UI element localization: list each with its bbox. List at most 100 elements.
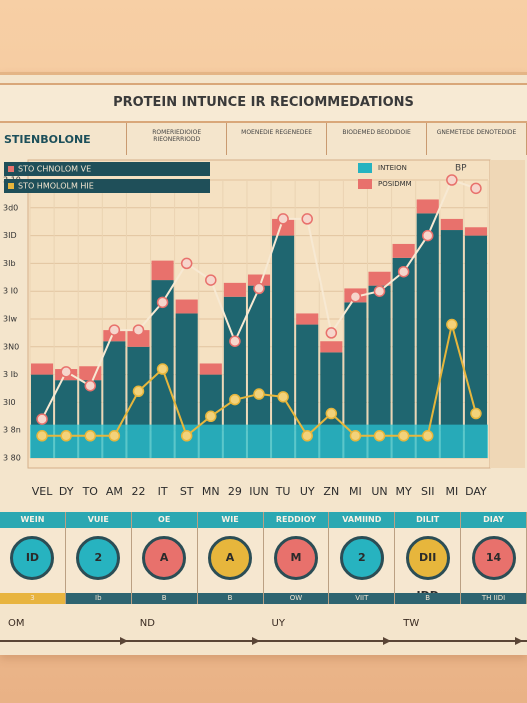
line-marker — [156, 363, 169, 375]
bar-segment — [440, 230, 463, 458]
line-marker — [132, 385, 145, 398]
bar-segment — [440, 218, 463, 231]
card-value: A — [142, 536, 187, 580]
column-label: STIENBOLONE — [0, 123, 128, 155]
card-footer: VIIT — [329, 593, 395, 604]
line-marker — [108, 430, 121, 442]
bar-segment — [272, 235, 295, 458]
card-header: WEIN — [0, 512, 65, 528]
bar-segment — [223, 282, 246, 297]
y-tick-label: 3 8n — [3, 426, 21, 435]
bar-segment — [368, 285, 391, 458]
bar-segment — [368, 271, 391, 286]
bar-segment — [272, 218, 295, 236]
bar-segment — [247, 274, 271, 286]
bar-segment — [320, 341, 343, 353]
x-tick-label: DAY — [465, 485, 487, 498]
bar-segment — [151, 260, 174, 281]
line-marker — [397, 430, 410, 442]
note: BP — [455, 164, 467, 174]
legend-label: STO CHNOLOM VE — [18, 165, 91, 174]
legend-label: POSIDMM — [378, 180, 412, 188]
card-footer: TH IIDI — [461, 593, 526, 604]
line-marker — [277, 213, 289, 225]
bar-segment — [127, 330, 150, 347]
bar-segment — [344, 302, 367, 458]
x-tick-label: DY — [59, 485, 74, 498]
line-marker — [180, 430, 193, 442]
card-header: VUIE — [65, 512, 131, 528]
y-tick-label: 3 Ib — [3, 370, 18, 379]
x-tick-label: VEL — [32, 485, 53, 498]
bar-segment — [464, 235, 487, 458]
x-tick-label: MY — [396, 485, 412, 498]
bar-segment — [247, 285, 271, 458]
card: VUIE 2 Ib — [65, 512, 132, 604]
card-header: VAMIIND — [329, 512, 395, 528]
line-marker — [446, 174, 458, 186]
legend-swatch — [358, 163, 372, 173]
bar-segment — [296, 313, 319, 325]
legend-label: STO HMOLOLM HIE — [18, 182, 94, 191]
card-value: 14 — [471, 536, 516, 580]
y-tick-label: 3d0 — [3, 203, 18, 212]
card: VAMIIND 2 VIIT — [329, 512, 396, 604]
x-tick-label: UN — [371, 485, 387, 498]
card: DIAY 14 TH IIDI — [461, 512, 527, 604]
card-footer: B — [131, 593, 197, 604]
y-tick-label: 3 I0 — [3, 287, 18, 296]
line-marker — [253, 388, 265, 400]
legend-box — [4, 162, 210, 176]
line-marker — [253, 282, 265, 295]
cards: WEIN ID 3 VUIE 2 Ib OE A B WIE A B REDDIOY M OW VAMIIND… — [0, 512, 527, 604]
legend-label: INTEION — [378, 164, 407, 172]
line-marker — [421, 430, 434, 442]
line-marker — [229, 335, 241, 347]
y-tick-label: 3Iw — [3, 315, 17, 324]
card-header: DILIT — [395, 512, 461, 528]
line-marker — [373, 285, 386, 297]
line-marker — [301, 213, 313, 225]
side-panel — [490, 160, 525, 468]
bar-segment — [416, 199, 439, 214]
x-tick-label: 22 — [131, 485, 145, 498]
x-tick-label: AM — [106, 485, 123, 498]
x-tick-label: IT — [158, 485, 168, 498]
y-tick-label: 3 80 — [3, 454, 21, 463]
timeline: OM ND UY TW — [0, 612, 527, 645]
line-marker — [373, 430, 386, 442]
line-marker — [301, 430, 313, 442]
line-marker — [132, 324, 145, 336]
bar-segment — [175, 299, 198, 314]
legend-swatch — [358, 179, 372, 189]
timeline-label: UY — [263, 612, 396, 645]
legend-swatch — [8, 166, 14, 172]
x-tick-label: SII — [421, 485, 434, 498]
y-tick-label: 3I0 — [3, 398, 16, 407]
line-marker — [277, 391, 289, 403]
bar-segment — [392, 257, 415, 458]
line-marker — [349, 430, 362, 442]
line-marker — [325, 407, 338, 420]
line-marker — [349, 291, 362, 303]
legend-box — [4, 179, 210, 193]
line-marker — [84, 430, 97, 442]
bar-segment — [31, 363, 54, 375]
top-row: STIENBOLONE ROMERIEDIOIOE RIEONERRIODD M… — [0, 123, 527, 155]
bar-segment — [392, 243, 415, 258]
line-marker — [36, 413, 48, 425]
timeline-label: TW — [395, 612, 527, 645]
line-marker — [229, 393, 241, 406]
legend-swatch — [8, 183, 14, 189]
line-marker — [84, 379, 97, 392]
line-marker — [60, 366, 72, 378]
x-tick-label: UY — [300, 485, 315, 498]
timeline-label: OM — [0, 612, 132, 645]
line-marker — [205, 274, 217, 286]
card: WEIN ID 3 — [0, 512, 66, 604]
x-tick-label: 29 — [228, 485, 242, 498]
x-tick-label: MI — [445, 485, 458, 498]
y-tick-label: 3N0 — [3, 342, 19, 351]
